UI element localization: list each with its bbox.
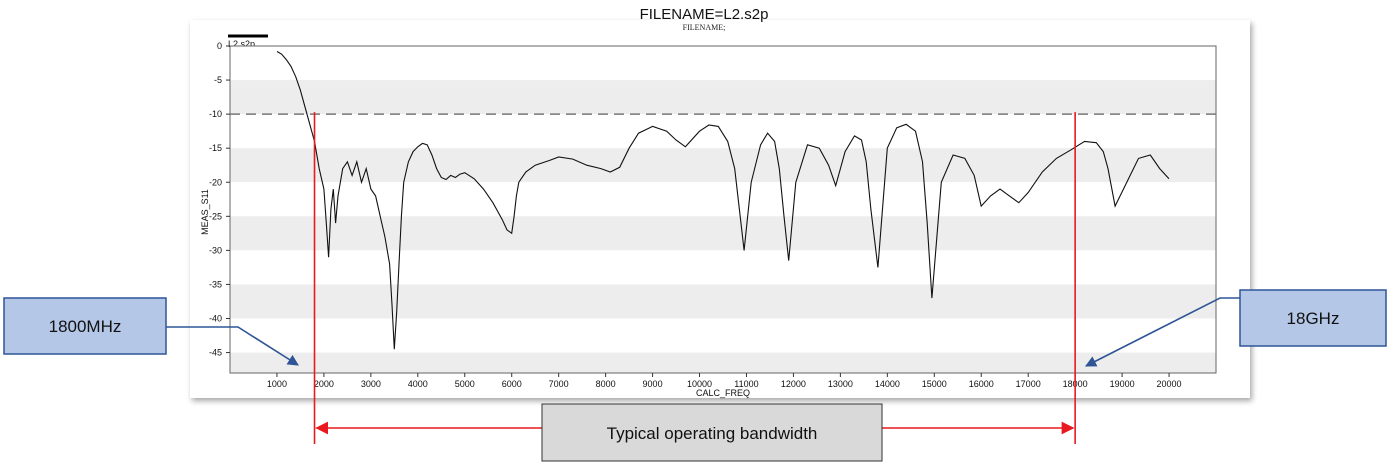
y-tick-label: -20 — [209, 177, 222, 187]
grid-band — [230, 318, 1216, 353]
chart-title: FILENAME=L2.s2p — [640, 6, 769, 23]
y-tick-label: -10 — [209, 109, 222, 119]
callout-18ghz-box — [1239, 289, 1387, 347]
x-tick-label: 19000 — [1110, 379, 1135, 389]
x-tick-label: 17000 — [1016, 379, 1041, 389]
y-tick-label: -5 — [214, 75, 222, 85]
grid-band — [230, 182, 1216, 217]
grid-band — [230, 284, 1216, 319]
x-tick-label: 14000 — [875, 379, 900, 389]
x-tick-label: 16000 — [969, 379, 994, 389]
x-tick-label: 1000 — [267, 379, 287, 389]
x-tick-label: 20000 — [1157, 379, 1182, 389]
bandwidth-label: Typical operating bandwidth — [607, 424, 818, 443]
x-tick-label: 3000 — [361, 379, 381, 389]
grid-band — [230, 216, 1216, 251]
x-axis-label: CALC_FREQ — [696, 388, 750, 398]
callout-18ghz-arrow — [1085, 297, 1240, 367]
callout-18ghz-label: 18GHz — [1287, 309, 1340, 328]
y-tick-label: 0 — [217, 41, 222, 51]
grid-bands — [230, 46, 1216, 373]
x-tick-label: 4000 — [408, 379, 428, 389]
y-tick-label: -15 — [209, 143, 222, 153]
y-tick-label: -40 — [209, 314, 222, 324]
grid-band — [230, 46, 1216, 81]
x-tick-label: 11000 — [734, 379, 758, 389]
x-tick-label: 12000 — [781, 379, 806, 389]
grid-band — [230, 80, 1216, 115]
x-tick-label: 13000 — [828, 379, 853, 389]
y-tick-label: -45 — [209, 348, 222, 358]
y-tick-label: -35 — [209, 279, 222, 289]
grid-band — [230, 250, 1216, 285]
y-tick-label: -25 — [209, 211, 222, 221]
x-tick-label: 2000 — [314, 379, 334, 389]
grid-band — [230, 114, 1216, 149]
chart-subtitle: FILENAME; — [683, 23, 726, 32]
y-axis-label: MEAS_S11 — [200, 189, 210, 235]
callout-1800mhz-label: 1800MHz — [49, 317, 122, 336]
x-tick-label: 5000 — [455, 379, 475, 389]
x-tick-label: 10000 — [687, 379, 712, 389]
legend-label: L2.s2p — [228, 39, 255, 49]
y-axis-ticks: 0 -5 -10 -15 -20 -25 -30 -35 -40 -45 — [209, 41, 230, 358]
y-tick-label: -30 — [209, 245, 222, 255]
series-line — [276, 51, 1170, 350]
grid-band — [230, 352, 1216, 373]
x-tick-label: 9000 — [643, 379, 663, 389]
x-tick-label: 7000 — [549, 379, 569, 389]
plot-area — [229, 45, 1217, 374]
x-tick-label: 15000 — [922, 379, 947, 389]
x-tick-label: 8000 — [596, 379, 616, 389]
bandwidth-label-box — [541, 403, 883, 462]
x-tick-label: 6000 — [502, 379, 522, 389]
callout-1800mhz-arrow — [166, 326, 299, 366]
callout-1800mhz-box — [3, 297, 167, 355]
grid-band — [230, 148, 1216, 183]
